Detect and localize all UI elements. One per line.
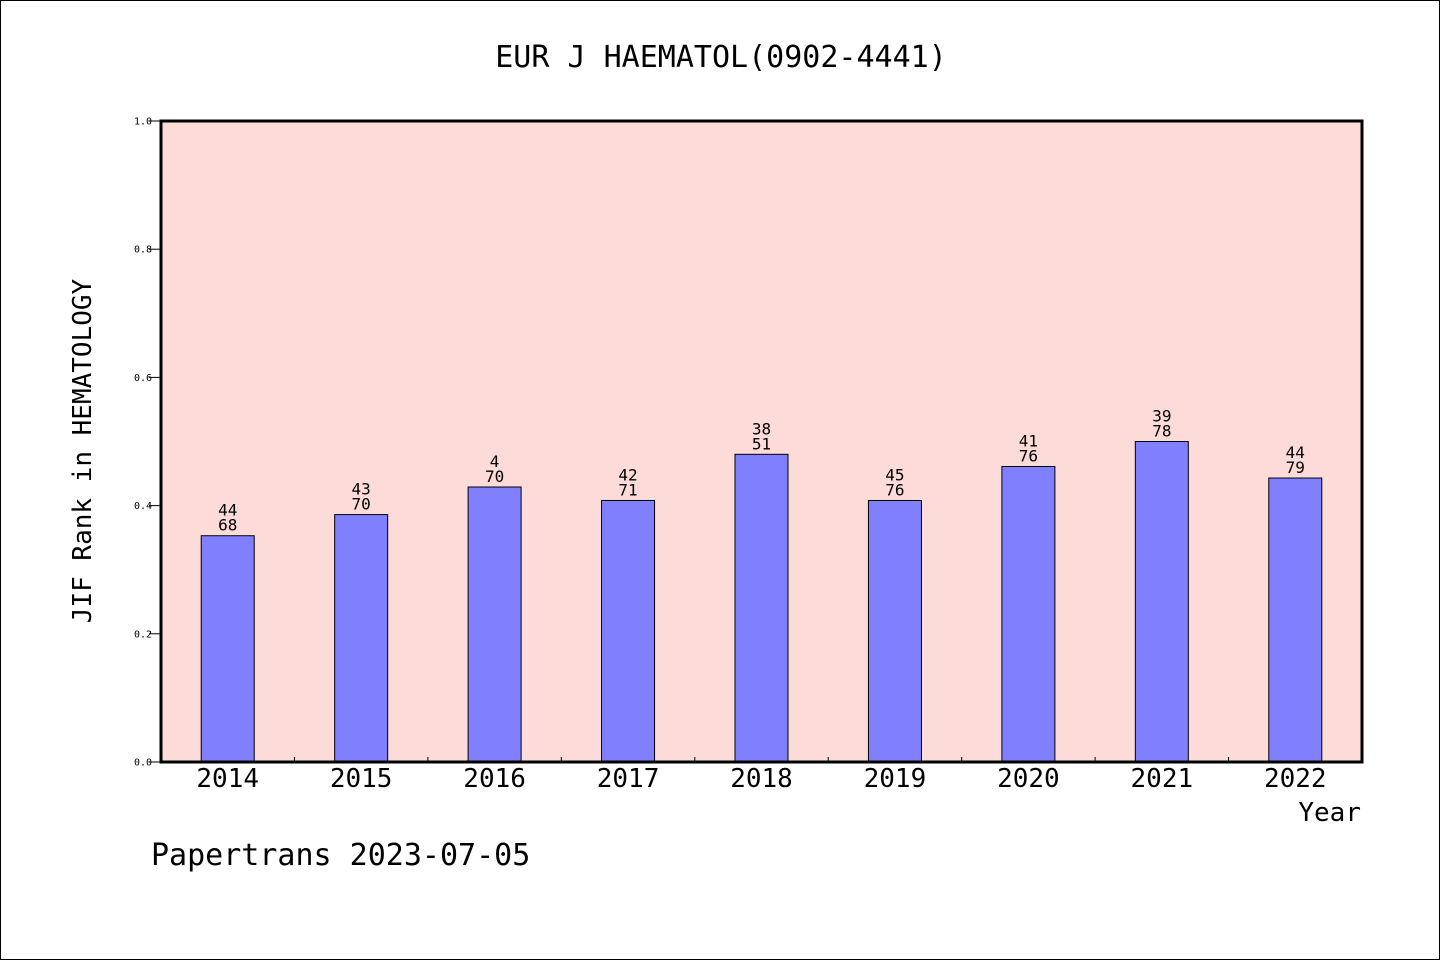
rank-label-2017: 42 bbox=[618, 465, 637, 484]
y-tick-label-0.6: 0.6 bbox=[134, 373, 152, 384]
rank-label-2021: 39 bbox=[1152, 407, 1171, 426]
y-tick-label-0.0: 0.0 bbox=[134, 758, 152, 769]
x-tick-label-2021: 2021 bbox=[1131, 764, 1194, 794]
bar-2018 bbox=[734, 453, 789, 763]
total-label-2019: 76 bbox=[885, 480, 904, 499]
x-tick-label-2014: 2014 bbox=[196, 764, 259, 794]
total-label-2018: 51 bbox=[752, 434, 771, 453]
rank-label-2016: 4 bbox=[490, 452, 500, 471]
rank-label-2014: 44 bbox=[218, 501, 237, 520]
total-label-2016: 70 bbox=[485, 467, 504, 486]
x-tick-label-2015: 2015 bbox=[330, 764, 393, 794]
bar-2016 bbox=[467, 486, 522, 763]
bar-2019 bbox=[867, 499, 922, 763]
rank-label-2018: 38 bbox=[752, 419, 771, 438]
total-label-2022: 79 bbox=[1286, 458, 1305, 477]
bar-2021 bbox=[1134, 441, 1189, 763]
total-label-2017: 71 bbox=[618, 480, 637, 499]
bar-2017 bbox=[601, 499, 656, 763]
total-label-2015: 70 bbox=[352, 495, 371, 514]
x-tick-label-2017: 2017 bbox=[597, 764, 660, 794]
y-axis-label: JIF Rank in HEMATOLOGY bbox=[68, 278, 98, 623]
total-label-2021: 78 bbox=[1152, 422, 1171, 441]
total-label-2014: 68 bbox=[218, 516, 237, 535]
y-axis: 0.0 0.2 0.4 0.6 0.8 1.0 bbox=[134, 117, 161, 769]
y-tick-label-0.8: 0.8 bbox=[134, 245, 152, 256]
footer-text: Papertrans 2023-07-05 bbox=[151, 838, 530, 873]
bar-2015 bbox=[334, 514, 389, 763]
rank-label-2020: 41 bbox=[1019, 431, 1038, 450]
bar-2014 bbox=[200, 535, 255, 763]
bars-group bbox=[200, 441, 1323, 763]
total-label-2020: 76 bbox=[1019, 446, 1038, 465]
x-tick-label-2020: 2020 bbox=[997, 764, 1060, 794]
plot-border bbox=[159, 119, 1364, 764]
x-tick-label-2022: 2022 bbox=[1264, 764, 1327, 794]
x-tick-label-2016: 2016 bbox=[463, 764, 526, 794]
x-tick-label-2018: 2018 bbox=[730, 764, 793, 794]
rank-label-2015: 43 bbox=[352, 480, 371, 499]
x-axis: 2014 2015 2016 2017 2018 2019 2020 2021 2022 bbox=[196, 757, 1327, 794]
y-tick-label-1.0: 1.0 bbox=[134, 117, 152, 128]
bar-2022 bbox=[1268, 477, 1323, 763]
y-tick-label-0.2: 0.2 bbox=[134, 629, 152, 640]
bar-2020 bbox=[1001, 465, 1056, 763]
rank-label-2019: 45 bbox=[885, 465, 904, 484]
chart-title: EUR J HAEMATOL(0902-4441) bbox=[495, 40, 947, 75]
x-tick-label-2019: 2019 bbox=[864, 764, 927, 794]
rank-label-2022: 44 bbox=[1286, 443, 1305, 462]
x-axis-label: Year bbox=[1298, 798, 1361, 828]
y-tick-label-0.4: 0.4 bbox=[134, 501, 152, 512]
